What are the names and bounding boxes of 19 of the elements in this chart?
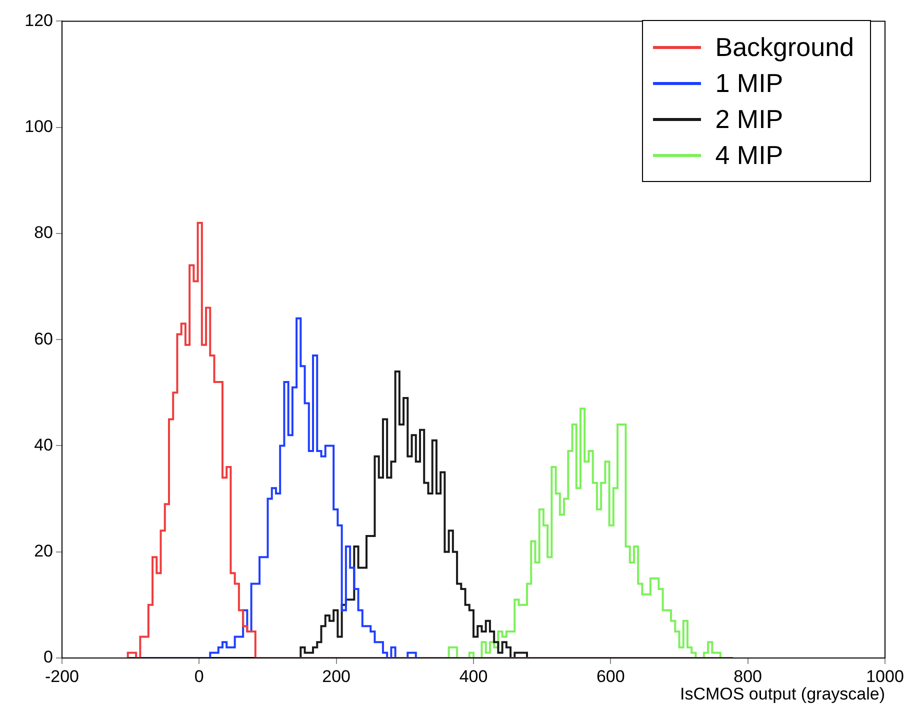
y-tick-label: 20 [34, 542, 53, 561]
x-tick-label: 800 [734, 666, 762, 686]
y-tick-label: 60 [34, 329, 53, 348]
x-tick-label: 200 [322, 666, 351, 686]
y-tick-label: 0 [44, 648, 53, 667]
y-tick-label: 100 [24, 117, 53, 136]
y-tick-label: 40 [34, 435, 53, 454]
x-tick-label: 400 [459, 666, 488, 686]
x-tick-label: -200 [44, 666, 80, 686]
x-tick-label: 0 [194, 666, 204, 686]
x-tick-label: 600 [596, 666, 625, 686]
y-tick-label: 120 [24, 10, 53, 30]
legend-label: 4 MIP [715, 140, 784, 170]
y-tick-label: 80 [34, 223, 53, 242]
legend-label: 1 MIP [715, 68, 784, 98]
x-tick-label: 1000 [866, 666, 904, 686]
legend-label: Background [715, 32, 854, 62]
legend-label: 2 MIP [715, 104, 784, 134]
x-axis-title: IsCMOS output (grayscale) [680, 684, 885, 704]
